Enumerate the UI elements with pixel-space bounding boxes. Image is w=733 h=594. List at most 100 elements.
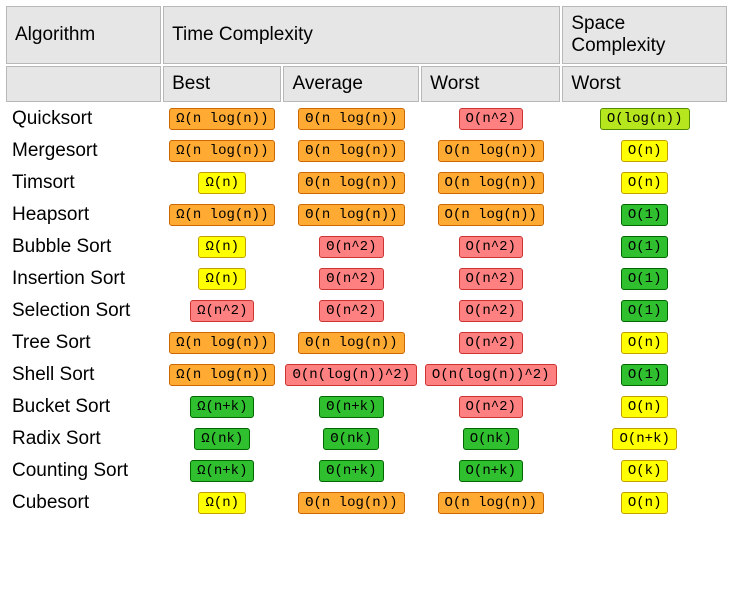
complexity-pill: Ω(n^2) bbox=[190, 300, 254, 322]
worst-cell: O(n^2) bbox=[421, 392, 560, 422]
worst-cell: O(n^2) bbox=[421, 104, 560, 134]
worst-cell: O(n(log(n))^2) bbox=[421, 360, 560, 390]
average-cell: Θ(n log(n)) bbox=[283, 328, 419, 358]
header-best: Best bbox=[163, 66, 281, 102]
header-worst: Worst bbox=[421, 66, 560, 102]
average-cell: Θ(n log(n)) bbox=[283, 136, 419, 166]
complexity-pill: Ω(n) bbox=[198, 492, 246, 514]
table-row: Counting Sort Ω(n+k) Θ(n+k) O(n+k) O(k) bbox=[6, 456, 727, 486]
complexity-pill: Θ(n log(n)) bbox=[298, 172, 404, 194]
complexity-pill: Θ(n log(n)) bbox=[298, 492, 404, 514]
complexity-pill: Ω(n) bbox=[198, 236, 246, 258]
complexity-pill: Ω(n+k) bbox=[190, 460, 254, 482]
best-cell: Ω(nk) bbox=[163, 424, 281, 454]
algorithm-name: Timsort bbox=[6, 168, 161, 198]
complexity-pill: O(n) bbox=[621, 140, 669, 162]
best-cell: Ω(n+k) bbox=[163, 392, 281, 422]
complexity-pill: Θ(n^2) bbox=[319, 268, 383, 290]
complexity-pill: Θ(n^2) bbox=[319, 236, 383, 258]
algorithm-name: Insertion Sort bbox=[6, 264, 161, 294]
complexity-pill: O(1) bbox=[621, 236, 669, 258]
worst-cell: O(n log(n)) bbox=[421, 168, 560, 198]
average-cell: Θ(n^2) bbox=[283, 264, 419, 294]
worst-cell: O(n^2) bbox=[421, 296, 560, 326]
complexity-pill: O(n+k) bbox=[612, 428, 676, 450]
table-row: Bucket SortΩ(n+k)Θ(n+k)O(n^2)O(n) bbox=[6, 392, 727, 422]
space-cell: O(n+k) bbox=[562, 424, 727, 454]
space-cell: O(1) bbox=[562, 232, 727, 262]
complexity-pill: O(1) bbox=[621, 268, 669, 290]
complexity-pill: Ω(n) bbox=[198, 172, 246, 194]
table-row: Tree SortΩ(n log(n))Θ(n log(n))O(n^2)O(n… bbox=[6, 328, 727, 358]
average-cell: Θ(n+k) bbox=[283, 392, 419, 422]
table-row: CubesortΩ(n)Θ(n log(n))O(n log(n))O(n) bbox=[6, 488, 727, 518]
algorithm-name: Mergesort bbox=[6, 136, 161, 166]
space-cell: O(1) bbox=[562, 200, 727, 230]
complexity-pill: O(n^2) bbox=[459, 396, 523, 418]
complexity-pill: Θ(n log(n)) bbox=[298, 140, 404, 162]
complexity-pill: O(n+k) bbox=[459, 460, 523, 482]
worst-cell: O(nk) bbox=[421, 424, 560, 454]
complexity-pill: Ω(n) bbox=[198, 268, 246, 290]
best-cell: Ω(n log(n)) bbox=[163, 104, 281, 134]
table-row: Timsort Ω(n) Θ(n log(n)) O(n log(n)) O(n) bbox=[6, 168, 727, 198]
table-row: HeapsortΩ(n log(n))Θ(n log(n))O(n log(n)… bbox=[6, 200, 727, 230]
complexity-table: Algorithm Time Complexity Space Complexi… bbox=[4, 4, 729, 520]
average-cell: Θ(n^2) bbox=[283, 232, 419, 262]
space-cell: O(1) bbox=[562, 360, 727, 390]
complexity-pill: O(1) bbox=[621, 364, 669, 386]
complexity-pill: O(1) bbox=[621, 300, 669, 322]
space-cell: O(n) bbox=[562, 488, 727, 518]
worst-cell: O(n log(n)) bbox=[421, 488, 560, 518]
worst-cell: O(n^2) bbox=[421, 232, 560, 262]
table-row: MergesortΩ(n log(n)) Θ(n log(n)) O(n log(n… bbox=[6, 136, 727, 166]
space-cell: O(n) bbox=[562, 392, 727, 422]
complexity-pill: O(n log(n)) bbox=[438, 492, 544, 514]
header-time: Time Complexity bbox=[163, 6, 560, 64]
average-cell: Θ(nk) bbox=[283, 424, 419, 454]
average-cell: Θ(n log(n)) bbox=[283, 488, 419, 518]
best-cell: Ω(n^2) bbox=[163, 296, 281, 326]
complexity-pill: O(n log(n)) bbox=[438, 172, 544, 194]
best-cell: Ω(n) bbox=[163, 488, 281, 518]
header-space-worst: Worst bbox=[562, 66, 727, 102]
complexity-pill: O(k) bbox=[621, 460, 669, 482]
average-cell: Θ(n log(n)) bbox=[283, 168, 419, 198]
worst-cell: O(n^2) bbox=[421, 264, 560, 294]
space-cell: O(n) bbox=[562, 168, 727, 198]
complexity-pill: O(n) bbox=[621, 172, 669, 194]
table-row: Radix SortΩ(nk)Θ(nk)O(nk)O(n+k) bbox=[6, 424, 727, 454]
complexity-pill: O(n(log(n))^2) bbox=[425, 364, 557, 386]
algorithm-name: Selection Sort bbox=[6, 296, 161, 326]
complexity-pill: O(n^2) bbox=[459, 108, 523, 130]
complexity-pill: O(n) bbox=[621, 492, 669, 514]
table-row: Selection SortΩ(n^2)Θ(n^2)O(n^2)O(1) bbox=[6, 296, 727, 326]
complexity-pill: Θ(n log(n)) bbox=[298, 108, 404, 130]
complexity-pill: Ω(n log(n)) bbox=[169, 204, 275, 226]
complexity-pill: Θ(n+k) bbox=[319, 460, 383, 482]
algorithm-name: Bubble Sort bbox=[6, 232, 161, 262]
header-blank bbox=[6, 66, 161, 102]
average-cell: Θ(n log(n)) bbox=[283, 104, 419, 134]
best-cell: Ω(n log(n)) bbox=[163, 328, 281, 358]
best-cell: Ω(n log(n)) bbox=[163, 200, 281, 230]
complexity-pill: O(n log(n)) bbox=[438, 140, 544, 162]
space-cell: O(k) bbox=[562, 456, 727, 486]
table-row: Bubble Sort Ω(n) Θ(n^2) O(n^2) O(1) bbox=[6, 232, 727, 262]
space-cell: O(1) bbox=[562, 264, 727, 294]
best-cell: Ω(n log(n)) bbox=[163, 136, 281, 166]
complexity-pill: Ω(nk) bbox=[194, 428, 250, 450]
algorithm-name: Counting Sort bbox=[6, 456, 161, 486]
header-row-1: Algorithm Time Complexity Space Complexi… bbox=[6, 6, 727, 64]
worst-cell: O(n log(n)) bbox=[421, 136, 560, 166]
algorithm-name: Shell Sort bbox=[6, 360, 161, 390]
complexity-pill: Ω(n log(n)) bbox=[169, 364, 275, 386]
space-cell: O(n) bbox=[562, 136, 727, 166]
complexity-pill: Ω(n+k) bbox=[190, 396, 254, 418]
table-row: QuicksortΩ(n log(n))Θ(n log(n))O(n^2)O(l… bbox=[6, 104, 727, 134]
average-cell: Θ(n(log(n))^2) bbox=[283, 360, 419, 390]
complexity-pill: O(n^2) bbox=[459, 332, 523, 354]
complexity-pill: O(n) bbox=[621, 332, 669, 354]
worst-cell: O(n log(n)) bbox=[421, 200, 560, 230]
complexity-pill: O(n^2) bbox=[459, 300, 523, 322]
